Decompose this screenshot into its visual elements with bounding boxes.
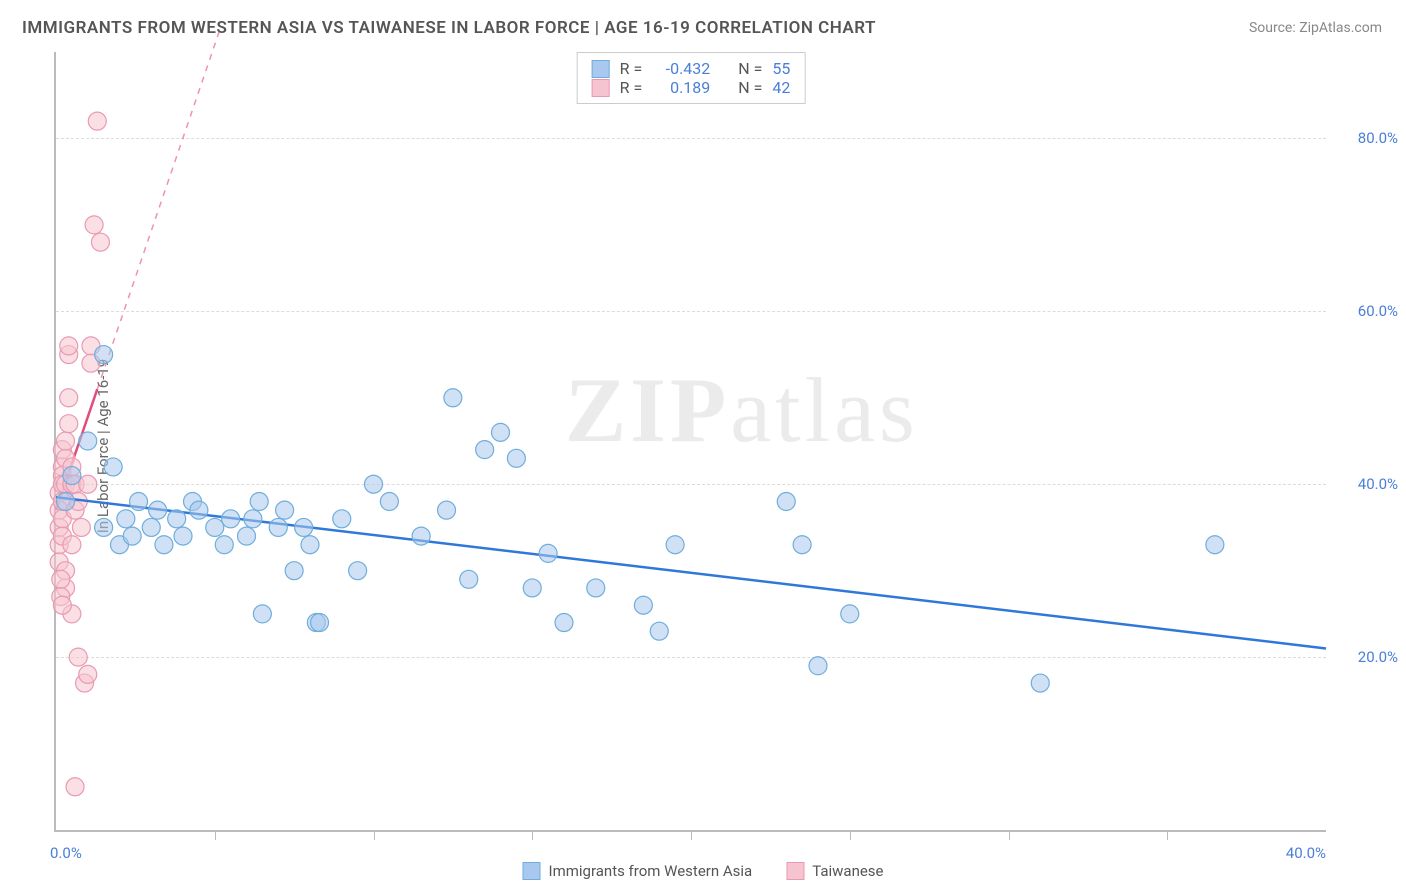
stats-row-series-b: R = 0.189 N = 42	[592, 78, 791, 97]
N-value-b: 42	[772, 78, 790, 97]
x-tick-label-last: 40.0%	[1286, 844, 1326, 862]
y-tick-label: 60.0%	[1358, 302, 1398, 320]
plot-svg	[56, 52, 1326, 830]
chart-container: IMMIGRANTS FROM WESTERN ASIA VS TAIWANES…	[0, 0, 1406, 892]
N-label: N =	[738, 59, 762, 78]
y-tick-label: 20.0%	[1358, 648, 1398, 666]
stats-box: R = -0.432 N = 55 R = 0.189 N = 42	[577, 52, 806, 104]
y-tick-label: 40.0%	[1358, 475, 1398, 493]
y-tick-label: 80.0%	[1358, 129, 1398, 147]
chart-title: IMMIGRANTS FROM WESTERN ASIA VS TAIWANES…	[22, 18, 876, 38]
swatch-series-a	[592, 60, 610, 78]
R-label-b: R =	[620, 78, 643, 97]
N-value-a: 55	[772, 59, 790, 78]
legend: Immigrants from Western Asia Taiwanese	[523, 862, 884, 880]
source-attribution: Source: ZipAtlas.com	[1249, 20, 1382, 36]
legend-item-b: Taiwanese	[786, 862, 883, 880]
legend-swatch-b	[786, 862, 804, 880]
legend-label-a: Immigrants from Western Asia	[549, 862, 753, 880]
R-value-a: -0.432	[652, 59, 710, 78]
legend-label-b: Taiwanese	[812, 862, 883, 880]
R-value-b: 0.189	[652, 78, 710, 97]
x-tick-label-first: 0.0%	[50, 844, 82, 862]
plot-area: ZIPatlas 20.0%40.0%60.0%80.0% 0.0% 40.0%…	[54, 52, 1326, 832]
N-label-b: N =	[738, 78, 762, 97]
stats-row-series-a: R = -0.432 N = 55	[592, 59, 791, 78]
swatch-series-b	[592, 79, 610, 97]
legend-item-a: Immigrants from Western Asia	[523, 862, 753, 880]
R-label: R =	[620, 59, 643, 78]
legend-swatch-a	[523, 862, 541, 880]
